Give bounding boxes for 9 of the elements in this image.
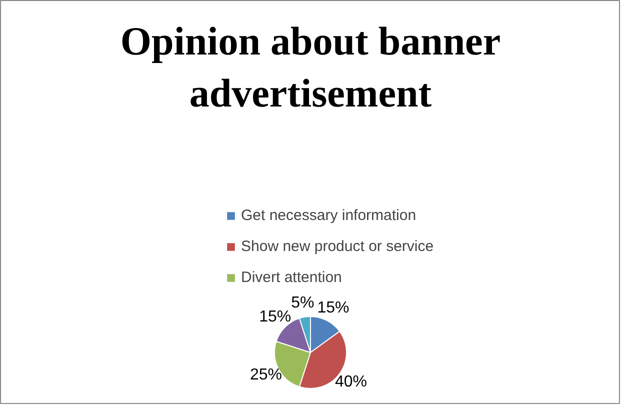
legend-label: Get necessary information — [241, 207, 416, 224]
data-label: 15% — [317, 299, 350, 316]
legend-label: Divert attention — [241, 269, 342, 286]
data-label: 5% — [291, 294, 314, 312]
data-label: 40% — [334, 373, 367, 390]
legend-label: Show new product or service — [241, 238, 434, 255]
data-label: 15% — [259, 308, 292, 326]
chart-title: Opinion about banner advertisement — [120, 18, 501, 116]
data-label: 25% — [250, 366, 282, 384]
